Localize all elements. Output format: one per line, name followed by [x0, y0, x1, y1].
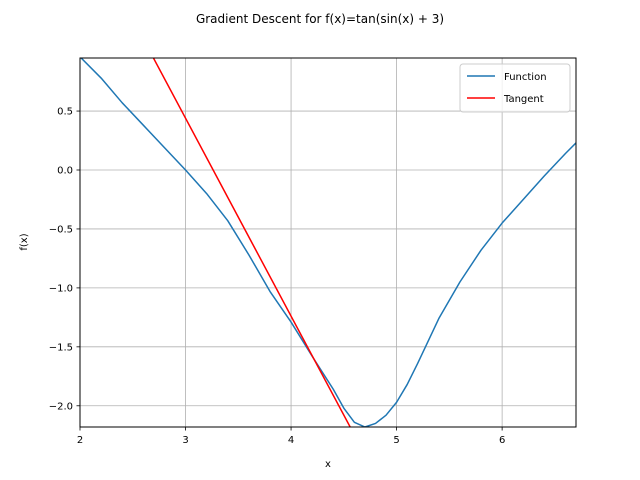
y-tick-label: −1.0: [49, 283, 73, 294]
y-tick-label: 0.5: [57, 107, 73, 118]
series-group: [80, 58, 576, 427]
series-line-tangent: [152, 58, 351, 427]
x-tick-label: 2: [77, 435, 83, 446]
x-tick-label: 4: [288, 435, 294, 446]
y-tick-label: −0.5: [49, 224, 73, 235]
x-axis-label: x: [325, 459, 331, 470]
x-tick-label: 6: [499, 435, 505, 446]
legend-label-function: Function: [504, 72, 547, 83]
y-tick-label: 0.0: [57, 165, 73, 176]
legend-label-tangent: Tangent: [503, 94, 544, 105]
x-axis-ticks: 2 3 4 5 6: [77, 427, 505, 446]
series-line-function: [80, 58, 576, 427]
y-axis-label: f(x): [19, 233, 30, 250]
x-tick-label: 5: [393, 435, 399, 446]
chart-title: Gradient Descent for f(x)=tan(sin(x) + 3…: [196, 12, 444, 26]
plot-frame: [79, 57, 577, 428]
legend: Function Tangent: [459, 63, 571, 113]
y-axis-ticks: −2.0 −1.5 −1.0 −0.5 0.0 0.5: [49, 107, 80, 412]
y-tick-label: −2.0: [49, 401, 73, 412]
y-tick-label: −1.5: [49, 342, 73, 353]
plot-area: [80, 58, 576, 427]
x-tick-label: 3: [182, 435, 188, 446]
